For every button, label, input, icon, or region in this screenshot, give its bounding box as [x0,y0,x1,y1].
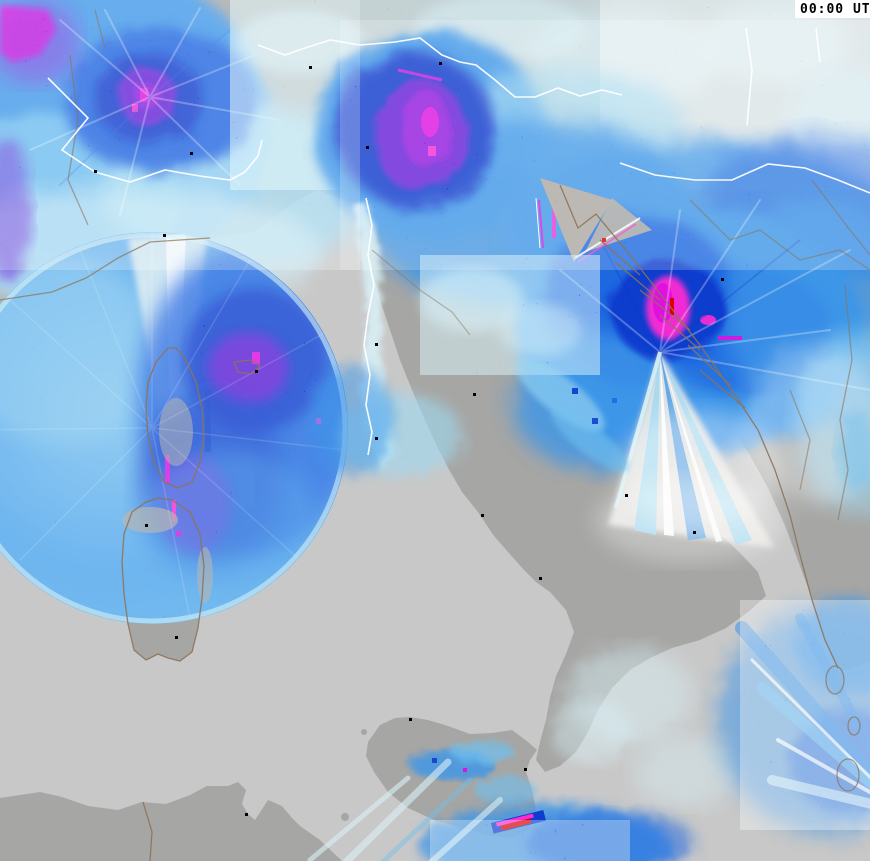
borders-white [47,27,870,456]
city-dots [94,62,724,816]
echo-tuscany-tyrrhenian [310,205,462,477]
timestamp-label: 00:00 UTC [800,2,870,17]
echo-sardinia-radar-circle [0,232,348,624]
echo-central-apennines [420,255,629,472]
noise-overlay-ne [340,20,870,270]
echo-fan-south-of-split [595,351,785,562]
land-islet-ustica [361,729,367,735]
timestamp-background [795,0,870,18]
timestamp: 00:00 UTC [795,0,870,18]
echo-southeast-ionian-fan [717,408,870,835]
borders-brown [0,9,870,861]
noise-overlay-nw [0,0,360,270]
land-north-africa [0,782,342,861]
echo-sicily-ionian [307,647,737,861]
land-islet-egadi [341,813,349,821]
